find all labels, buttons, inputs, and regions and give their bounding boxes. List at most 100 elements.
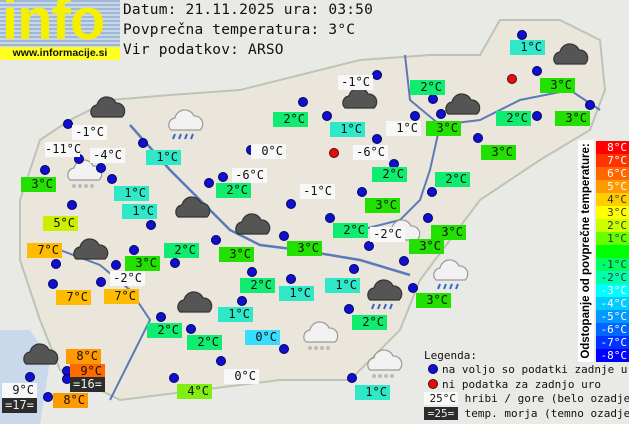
station-temperature-label: -1°C xyxy=(338,75,373,90)
station-temperature-label: 3°C xyxy=(540,78,575,93)
logo-text: info xyxy=(2,0,105,52)
station-temperature-label: 3°C xyxy=(365,198,400,213)
station-temperature-label: 8°C xyxy=(53,393,88,408)
scale-step: -5°C xyxy=(596,310,629,323)
scale-step: -3°C xyxy=(596,284,629,297)
station-dot[interactable] xyxy=(372,134,382,144)
scale-step: -7°C xyxy=(596,336,629,349)
station-dot[interactable] xyxy=(170,258,180,268)
station-temperature-label: 1°C xyxy=(510,40,545,55)
station-dot[interactable] xyxy=(146,220,156,230)
station-dot[interactable] xyxy=(138,138,148,148)
station-dot[interactable] xyxy=(349,264,359,274)
scale-step: -6°C xyxy=(596,323,629,336)
station-dot[interactable] xyxy=(473,133,483,143)
station-dot[interactable] xyxy=(111,260,121,270)
station-temperature-label: 1°C xyxy=(279,286,314,301)
station-temperature-label: 7°C xyxy=(104,289,139,304)
station-dot[interactable] xyxy=(218,172,228,182)
station-dot[interactable] xyxy=(364,241,374,251)
station-dot[interactable] xyxy=(96,163,106,173)
station-temperature-label: 3°C xyxy=(426,121,461,136)
station-dot[interactable] xyxy=(216,356,226,366)
station-dot[interactable] xyxy=(204,178,214,188)
station-dot[interactable] xyxy=(423,213,433,223)
station-dot[interactable] xyxy=(532,111,542,121)
station-dot[interactable] xyxy=(51,259,61,269)
station-dot[interactable] xyxy=(107,174,117,184)
station-temperature-label: 3°C xyxy=(481,145,516,160)
scale-title-box: Odstopanje od povprečne temperature: xyxy=(578,140,594,362)
station-temperature-label: -2°C xyxy=(370,227,405,242)
station-temperature-label: 1°C xyxy=(355,385,390,400)
station-dot[interactable] xyxy=(428,94,438,104)
station-temperature-label: 4°C xyxy=(177,384,212,399)
station-temperature-label: 3°C xyxy=(431,225,466,240)
station-dot[interactable] xyxy=(322,111,332,121)
station-temperature-label: 0°C xyxy=(251,144,286,159)
station-temperature-label: 5°C xyxy=(43,216,78,231)
legend-mountain: hribi / gore (belo ozadje) xyxy=(464,392,629,405)
nodata-station-dot[interactable] xyxy=(329,148,339,158)
station-dot[interactable] xyxy=(129,245,139,255)
station-dot[interactable] xyxy=(67,200,77,210)
station-dot[interactable] xyxy=(63,119,73,129)
station-dot[interactable] xyxy=(357,187,367,197)
scale-step: 1°C xyxy=(596,232,629,245)
station-dot[interactable] xyxy=(436,109,446,119)
station-dot[interactable] xyxy=(399,256,409,266)
station-dot[interactable] xyxy=(186,324,196,334)
station-dot[interactable] xyxy=(237,296,247,306)
nodata-dot-icon xyxy=(428,379,438,389)
station-dot[interactable] xyxy=(372,70,382,80)
station-dot[interactable] xyxy=(298,97,308,107)
logo-url[interactable]: www.informacije.si xyxy=(0,47,120,60)
station-dot[interactable] xyxy=(532,66,542,76)
station-dot[interactable] xyxy=(286,274,296,284)
station-dot[interactable] xyxy=(169,373,179,383)
station-dot[interactable] xyxy=(347,373,357,383)
station-temperature-label: 1°C xyxy=(386,121,421,136)
scale-step: 7°C xyxy=(596,154,629,167)
station-temperature-label: 2°C xyxy=(216,183,251,198)
cloudy-weather-icon xyxy=(68,237,112,275)
station-temperature-label: -6°C xyxy=(353,145,388,160)
station-dot[interactable] xyxy=(25,372,35,382)
cloudy-weather-icon xyxy=(18,342,62,380)
station-temperature-label: 1°C xyxy=(122,204,157,219)
station-dot[interactable] xyxy=(410,111,420,121)
station-temperature-label: 0°C xyxy=(245,330,280,345)
scale-step: -4°C xyxy=(596,297,629,310)
legend-available: na voljo so podatki zadnje ure xyxy=(442,363,629,376)
station-dot[interactable] xyxy=(408,283,418,293)
station-temperature-label: 8°C xyxy=(66,349,101,364)
station-dot[interactable] xyxy=(325,213,335,223)
scale-step: -1°C xyxy=(596,258,629,271)
cloudy-weather-icon xyxy=(440,92,484,130)
station-dot[interactable] xyxy=(279,344,289,354)
nodata-station-dot[interactable] xyxy=(507,74,517,84)
station-temperature-label: 1°C xyxy=(330,122,365,137)
scale-title: Odstopanje od povprečne temperature: xyxy=(580,143,592,359)
station-dot[interactable] xyxy=(517,30,527,40)
station-dot[interactable] xyxy=(344,304,354,314)
date-line: Datum: 21.11.2025 ura: 03:50 xyxy=(123,2,374,18)
station-temperature-label: 7°C xyxy=(27,243,62,258)
station-dot[interactable] xyxy=(211,235,221,245)
cloudy-weather-icon xyxy=(170,195,214,233)
station-dot[interactable] xyxy=(585,100,595,110)
station-dot[interactable] xyxy=(427,187,437,197)
site-logo[interactable]: info www.informacije.si xyxy=(0,0,120,60)
station-temperature-label: 1°C xyxy=(325,278,360,293)
station-dot[interactable] xyxy=(40,165,50,175)
station-dot[interactable] xyxy=(43,392,53,402)
legend-mountain-sample: 25°C xyxy=(424,392,458,405)
station-temperature-label: 2°C xyxy=(240,278,275,293)
station-dot[interactable] xyxy=(286,199,296,209)
station-dot[interactable] xyxy=(96,277,106,287)
station-temperature-label: 9°C xyxy=(2,383,37,398)
station-dot[interactable] xyxy=(48,279,58,289)
station-dot[interactable] xyxy=(156,312,166,322)
station-dot[interactable] xyxy=(279,231,289,241)
station-dot[interactable] xyxy=(247,267,257,277)
